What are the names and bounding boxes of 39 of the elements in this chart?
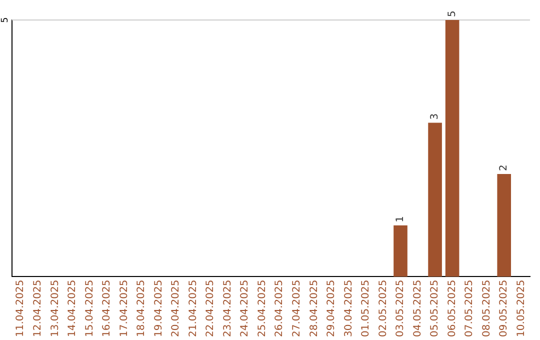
x-tick-label: 16.04.2025: [102, 280, 113, 338]
bar: [394, 225, 408, 277]
x-tick-label: 08.05.2025: [481, 280, 492, 338]
x-tick-label: 28.04.2025: [308, 280, 320, 338]
data-label: 3: [430, 113, 441, 120]
x-tick-label: 20.04.2025: [170, 280, 182, 338]
x-tick-label: 12.04.2025: [32, 280, 44, 338]
x-tick-label: 24.04.2025: [240, 280, 251, 338]
data-label: 1: [395, 216, 406, 222]
x-tick-label: 30.04.2025: [343, 280, 354, 338]
ref-line-label: 5: [0, 17, 10, 23]
bar: [497, 174, 512, 277]
x-tick-label: 05.05.2025: [430, 280, 441, 338]
bar: [428, 122, 442, 277]
x-tick-label: 09.05.2025: [498, 280, 510, 338]
x-tick-label: 01.05.2025: [360, 280, 372, 338]
x-tick-label: 11.04.2025: [15, 280, 26, 338]
x-tick-label: 06.05.2025: [446, 280, 458, 338]
data-label: 2: [498, 164, 510, 172]
x-tick-label: 18.04.2025: [136, 280, 148, 338]
x-tick-label: 04.05.2025: [412, 280, 424, 338]
x-tick-label: 14.04.2025: [67, 280, 78, 338]
x-tick-label: 25.04.2025: [256, 280, 268, 338]
x-tick-label: 17.04.2025: [118, 280, 130, 338]
x-tick-label: 22.04.2025: [205, 280, 216, 338]
x-tick-label: 19.04.2025: [153, 280, 164, 338]
x-tick-label: 03.05.2025: [395, 280, 406, 338]
x-tick-label: 23.04.2025: [222, 280, 234, 338]
data-label: 5: [446, 10, 458, 17]
x-tick-label: 27.04.2025: [291, 280, 302, 338]
x-tick-label: 13.04.2025: [50, 280, 61, 338]
x-tick-label: 26.04.2025: [274, 280, 286, 338]
x-tick-label: 10.05.2025: [516, 280, 527, 338]
x-tick-label: 21.04.2025: [188, 280, 199, 338]
x-tick-label: 07.05.2025: [464, 280, 476, 338]
x-tick-label: 29.04.2025: [326, 280, 338, 338]
x-tick-label: 02.05.2025: [378, 280, 389, 338]
bar: [445, 20, 460, 277]
x-tick-label: 15.04.2025: [84, 280, 96, 338]
